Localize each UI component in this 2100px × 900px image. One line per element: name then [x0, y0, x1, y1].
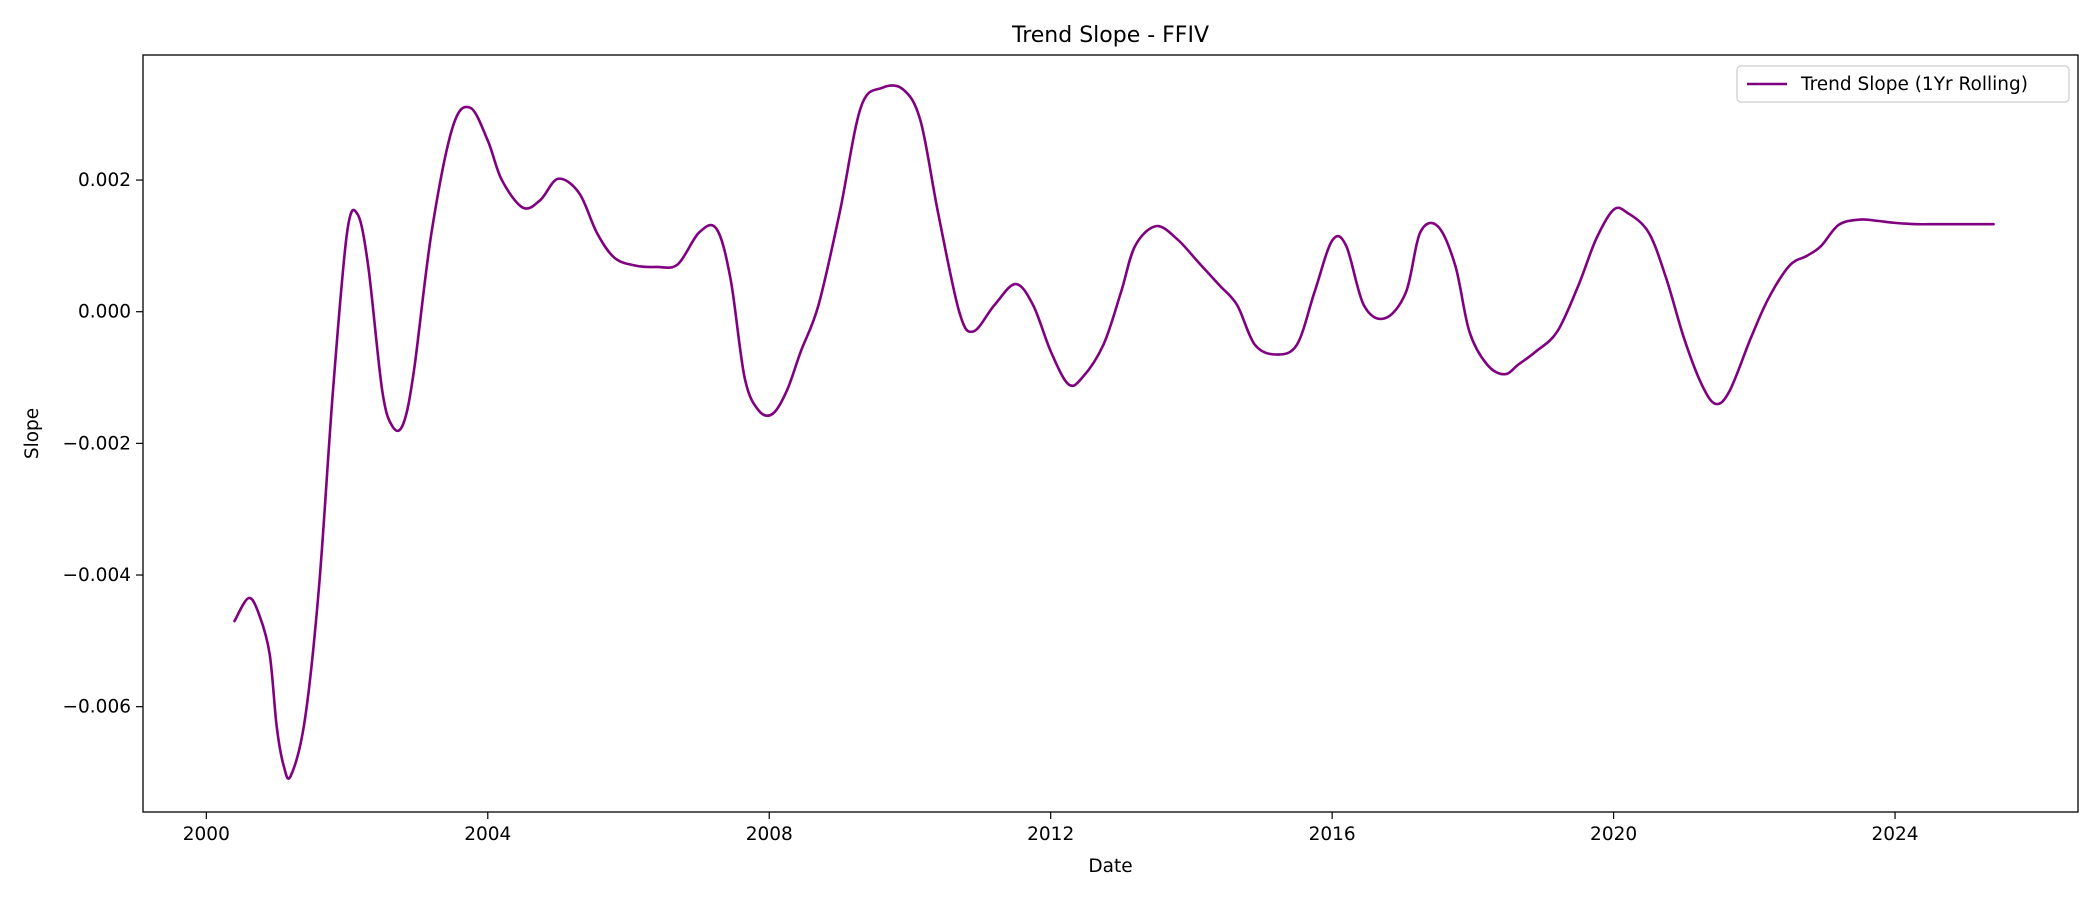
legend-box	[1736, 65, 2070, 103]
legend-label: Trend Slope (1Yr Rolling)	[1800, 74, 2028, 95]
y-axis-label: Slope	[22, 408, 43, 459]
plot-frame	[142, 54, 2079, 813]
plot-area	[142, 54, 2079, 813]
x-axis-label: Date	[1088, 856, 1132, 877]
series-line-trend-slope	[233, 84, 1995, 780]
x-tick-label: 2004	[464, 824, 511, 845]
x-tick-label: 2024	[1872, 824, 1919, 845]
y-axis: −0.006 −0.004 −0.002 0.000 0.002	[63, 170, 143, 718]
y-tick-label: −0.004	[63, 565, 131, 586]
x-tick-label: 2000	[183, 824, 230, 845]
y-tick-label: 0.002	[78, 170, 131, 191]
x-tick-label: 2008	[746, 824, 793, 845]
legend: Trend Slope (1Yr Rolling)	[1736, 65, 2070, 103]
chart-title: Trend Slope - FFIV	[1011, 23, 1209, 48]
x-tick-label: 2012	[1027, 824, 1074, 845]
y-tick-label: −0.006	[63, 697, 131, 718]
x-tick-label: 2020	[1590, 824, 1637, 845]
y-tick-label: −0.002	[63, 433, 131, 454]
y-tick-label: 0.000	[78, 302, 131, 323]
x-axis: 2000 2004 2008 2012 2016 2020 2024	[183, 812, 1919, 845]
x-tick-label: 2016	[1309, 824, 1356, 845]
